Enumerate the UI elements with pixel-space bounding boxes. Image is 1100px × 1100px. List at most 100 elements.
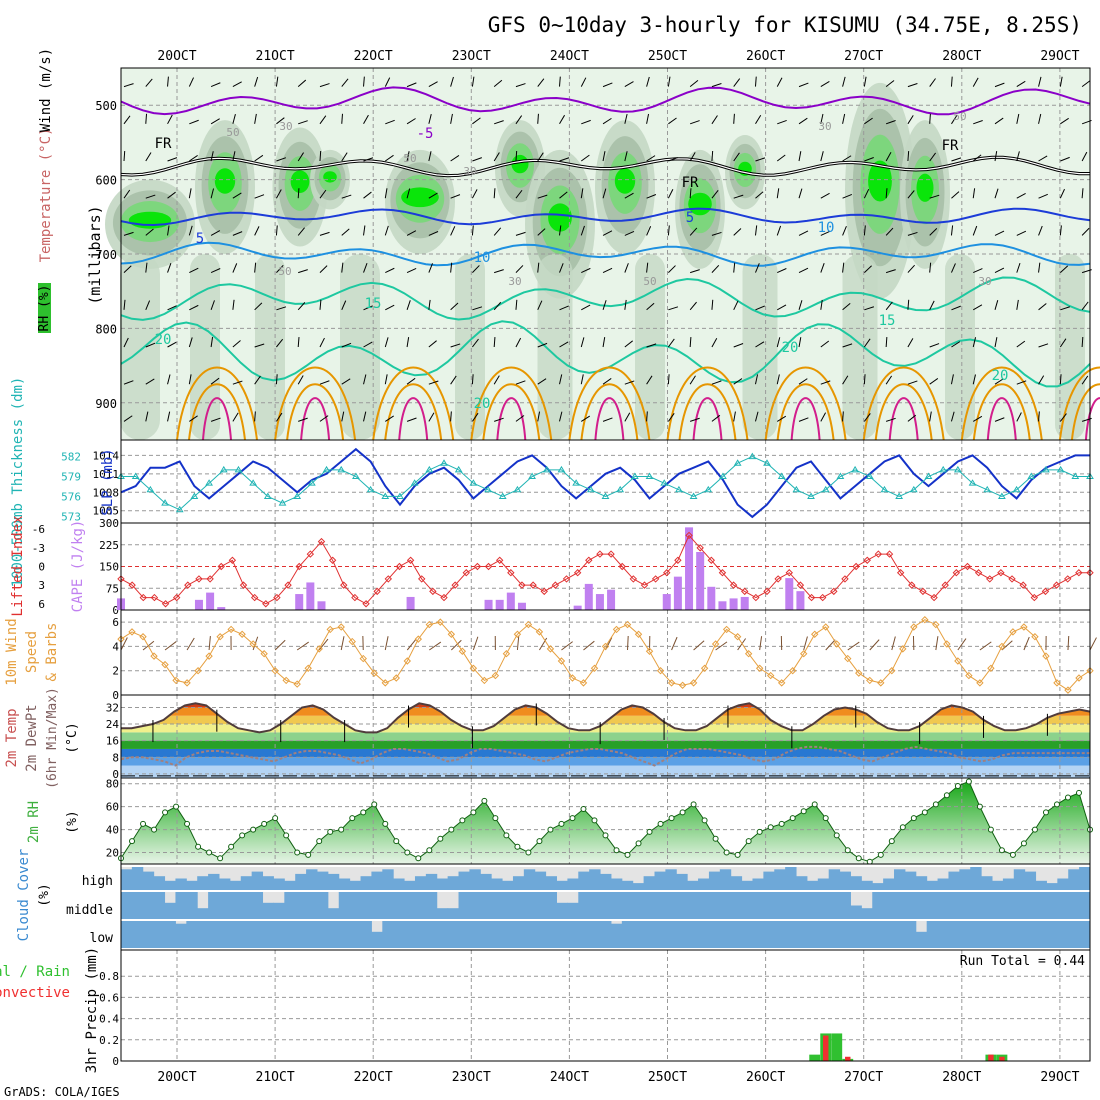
wind-barb xyxy=(646,343,657,348)
cloud-bar-high xyxy=(480,873,492,890)
rh2m-point xyxy=(679,809,686,816)
lifted-index-point xyxy=(507,569,515,577)
rh2m-point xyxy=(294,849,301,856)
cloud-bar-high xyxy=(861,880,873,890)
wind-barb xyxy=(733,194,744,199)
wind-barb xyxy=(232,299,235,310)
rh2m-point xyxy=(756,828,763,835)
cloud-bar-high xyxy=(676,873,688,890)
upper-air-panel: 500 600 700 800 900 -5 5 10 15 20 20 FR FR FR 5 10 15 20 2… xyxy=(37,48,1100,441)
thickness-point xyxy=(909,485,918,493)
lifted-index-point xyxy=(796,581,805,589)
lifted-index-point xyxy=(317,537,326,546)
cloud-bar-low xyxy=(273,921,285,948)
rh-band-3 xyxy=(128,211,172,229)
wind-barb xyxy=(167,157,178,162)
wind-barb xyxy=(842,343,853,348)
wind-barb xyxy=(297,227,305,236)
date-tick-label: 29OCT xyxy=(1040,49,1079,64)
wind-barb xyxy=(275,374,278,385)
wind-barb xyxy=(646,226,652,236)
cloud-bar-middle xyxy=(273,902,285,919)
wind-speed-point xyxy=(381,679,389,687)
lifted-index-point xyxy=(919,587,927,596)
cloud-bar-low xyxy=(469,921,481,948)
slp-tick-label: 1008 xyxy=(93,486,120,499)
wind-barb xyxy=(907,190,915,199)
rh2m-point xyxy=(877,851,884,858)
cape-bar xyxy=(217,607,226,610)
cloud-bar-high xyxy=(970,867,982,890)
wind-barb xyxy=(602,151,606,162)
rh2m-point xyxy=(481,797,488,804)
wind-barb xyxy=(341,300,347,310)
rh2m-point xyxy=(789,815,796,822)
wind-barb xyxy=(1016,230,1027,236)
wind-barb xyxy=(145,152,152,162)
cape-bar xyxy=(696,552,705,610)
wind-barb xyxy=(428,263,434,273)
cloud-bar-high xyxy=(741,880,753,890)
cloud-bar-high xyxy=(458,871,470,890)
wind-barb xyxy=(733,343,744,348)
precip-legend-total: Total / Rain xyxy=(0,964,70,980)
rh-band-3 xyxy=(323,171,337,183)
wind-barb xyxy=(297,152,304,162)
cloud-bar-middle xyxy=(512,892,525,919)
wind-barb xyxy=(929,194,940,199)
cloud-bar-middle xyxy=(393,892,405,919)
wind-barb xyxy=(319,150,322,162)
wind-barb xyxy=(668,306,679,311)
warm-contour xyxy=(678,383,737,441)
cloud-bar-high xyxy=(262,876,274,890)
thickness-point xyxy=(337,465,346,473)
wind-barb xyxy=(188,225,193,236)
cloud-bar-middle xyxy=(730,892,743,919)
wind-speed-point xyxy=(524,620,533,629)
wind-barb xyxy=(994,378,1004,385)
wind-barb-10m xyxy=(406,638,417,651)
wind-barb xyxy=(472,338,479,348)
thickness-point xyxy=(880,485,889,493)
wind-speed-point xyxy=(579,679,588,687)
wind-barb xyxy=(276,306,287,311)
warm-contour xyxy=(874,383,933,441)
cloud-bar-low xyxy=(1035,921,1047,948)
wind-barb xyxy=(972,337,977,348)
wind-barb xyxy=(145,194,156,199)
wind-barb xyxy=(755,263,760,273)
wind-barb xyxy=(494,269,504,274)
cloud-bar-low xyxy=(338,921,351,948)
wind-barb xyxy=(624,380,635,385)
wind-barb xyxy=(341,342,352,348)
temp-tick-label: 8 xyxy=(112,751,119,764)
wind-barb xyxy=(450,375,457,385)
wind-barb xyxy=(537,378,547,385)
pressure-tick-label: 700 xyxy=(95,248,117,262)
lifted-index-point xyxy=(395,562,404,571)
rh2m-point xyxy=(921,809,928,816)
wind-speed-point xyxy=(733,633,742,641)
wind-barb xyxy=(972,304,983,311)
lifted-index-point xyxy=(752,593,760,602)
wind-barb xyxy=(733,228,742,236)
cloud-bar-middle xyxy=(861,908,873,919)
cloud-bar-middle xyxy=(164,902,176,919)
isotherm-label: 20 xyxy=(782,340,799,356)
cape-tick-label: 225 xyxy=(99,539,119,552)
cloud-bar-high xyxy=(1079,867,1091,890)
wind-barb xyxy=(863,76,867,87)
rh2m-point xyxy=(404,849,411,856)
rh2m-point xyxy=(173,803,180,810)
wind-barb xyxy=(537,78,545,87)
wind-barb xyxy=(972,154,982,162)
cloud-bar-low xyxy=(295,921,307,948)
thickness-point xyxy=(630,472,639,480)
cloud-bar-middle xyxy=(545,892,558,919)
cloud-bar-high xyxy=(850,876,862,890)
wind-barb xyxy=(863,225,866,236)
rh2m-point xyxy=(305,851,312,858)
wind-barb xyxy=(537,411,541,422)
wind-barb xyxy=(384,337,389,348)
wind-barb xyxy=(994,337,998,348)
